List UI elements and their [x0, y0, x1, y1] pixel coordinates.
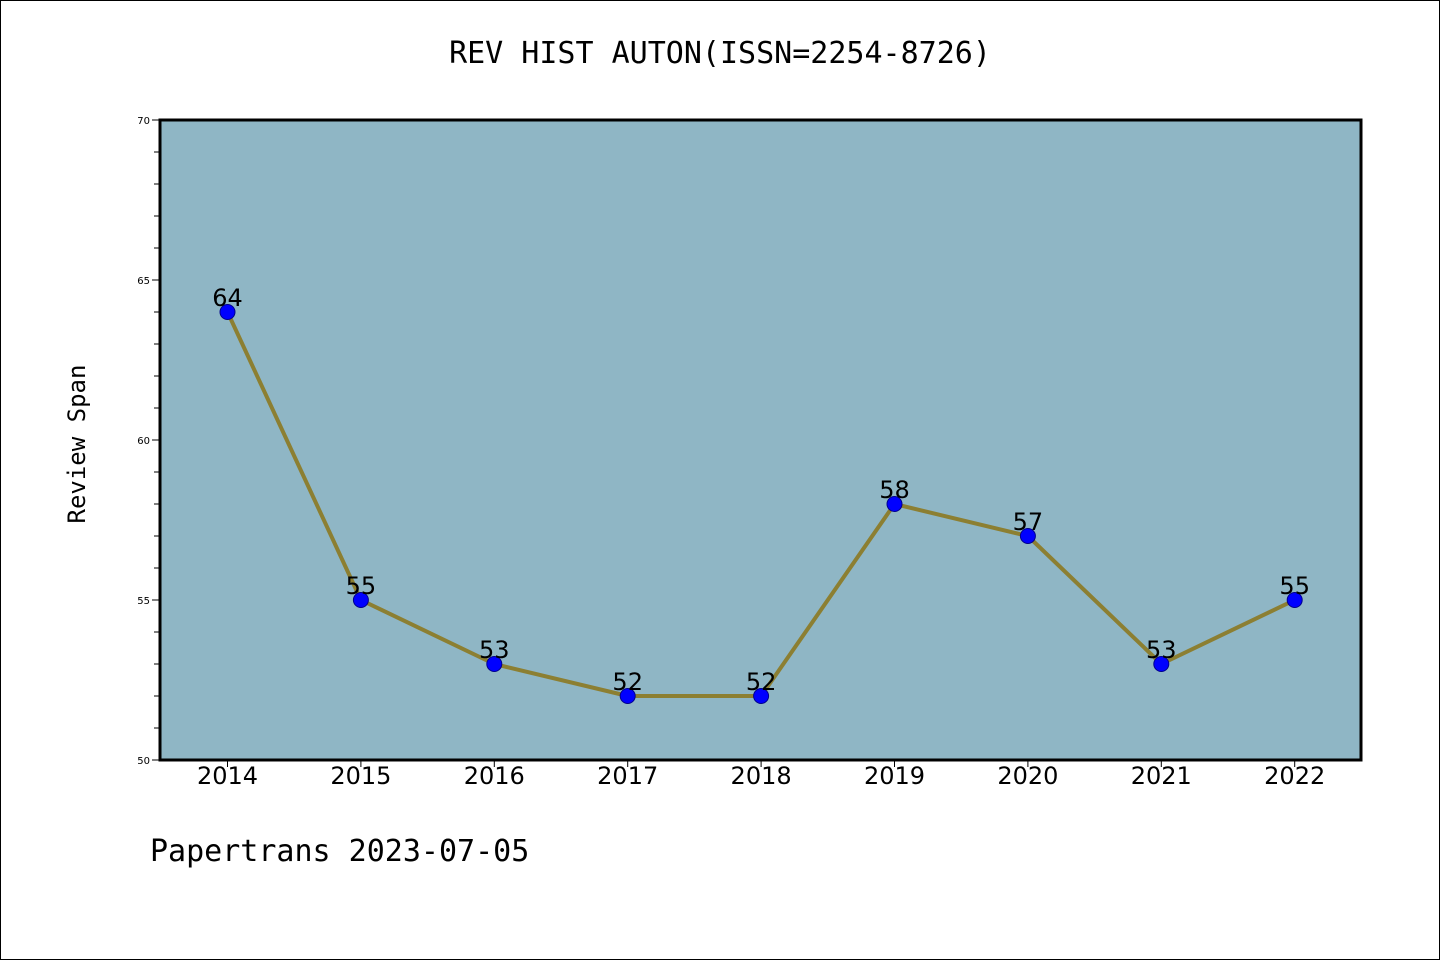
x-tick-label: 2020 — [997, 762, 1058, 790]
data-point — [486, 656, 503, 672]
data-label: 58 — [879, 476, 910, 504]
x-tick-label: 2022 — [1264, 762, 1325, 790]
plot-area — [160, 120, 1361, 760]
data-label: 55 — [346, 572, 377, 600]
data-point — [619, 688, 636, 704]
data-point — [886, 496, 903, 512]
data-point — [352, 592, 369, 608]
x-tick-label: 2014 — [197, 762, 258, 790]
x-tick-label: 2016 — [464, 762, 525, 790]
data-label: 64 — [212, 284, 243, 312]
y-tick-label: 50 — [137, 756, 150, 767]
footer-stamp: Papertrans 2023-07-05 — [150, 834, 530, 869]
chart-title: REV HIST AUTON(ISSN=2254-8726) — [449, 36, 991, 71]
data-label: 55 — [1279, 572, 1310, 600]
y-tick-label: 55 — [137, 596, 150, 607]
y-tick-label: 60 — [137, 436, 150, 447]
data-point — [1286, 592, 1303, 608]
data-label: 52 — [612, 668, 643, 696]
markers-group — [219, 304, 1303, 704]
data-label: 52 — [746, 668, 777, 696]
x-axis: 2014 2015 2016 2017 2018 2019 2020 2021 2022 — [197, 760, 1325, 790]
data-label: 57 — [1013, 508, 1044, 536]
data-point — [1153, 656, 1170, 672]
plot-border — [158, 118, 1363, 762]
y-axis-label: Review Span — [63, 365, 91, 524]
data-point — [753, 688, 770, 704]
data-labels-group: 64 55 53 52 52 58 57 53 55 — [212, 284, 1310, 696]
data-point — [219, 304, 236, 320]
x-tick-label: 2017 — [597, 762, 658, 790]
y-tick-label: 70 — [137, 116, 150, 127]
x-tick-label: 2015 — [330, 762, 391, 790]
data-label: 53 — [1146, 636, 1177, 664]
x-tick-label: 2019 — [864, 762, 925, 790]
data-point — [1019, 528, 1036, 544]
y-tick-label: 65 — [137, 276, 150, 287]
x-tick-label: 2021 — [1131, 762, 1192, 790]
y-axis: 50 55 60 65 70 — [137, 116, 160, 767]
x-tick-label: 2018 — [731, 762, 792, 790]
data-label: 53 — [479, 636, 510, 664]
